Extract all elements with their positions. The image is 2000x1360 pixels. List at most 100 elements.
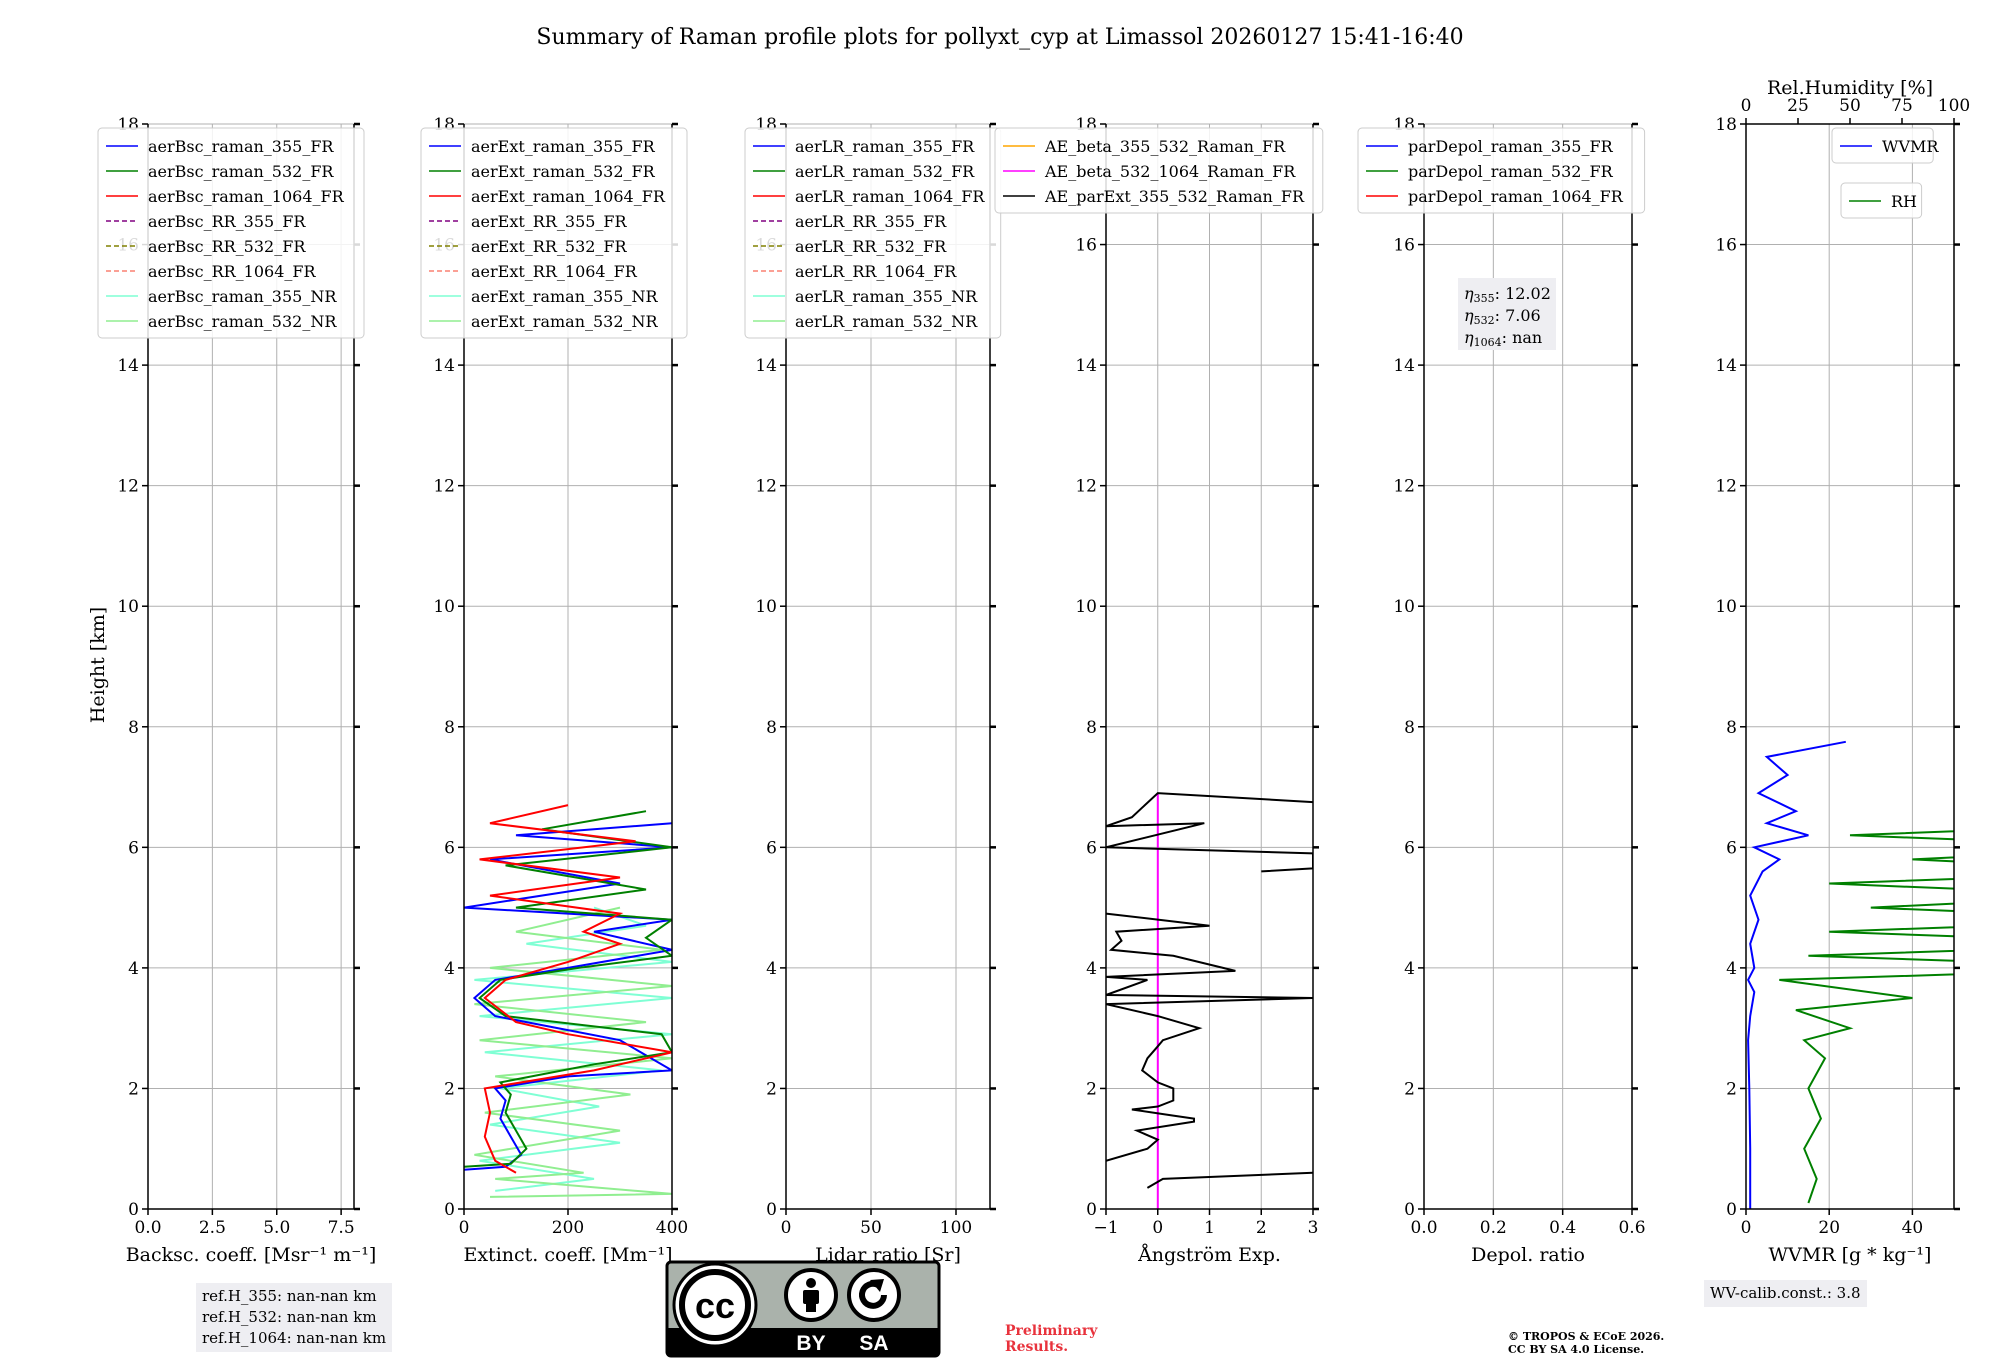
eta-number: : nan [1502, 328, 1543, 347]
legend-frame [97, 127, 365, 339]
y-tick-label: 10 [433, 597, 455, 617]
series-aerExt_raman_532_FR [464, 810, 672, 1168]
eta-symbol: η [1464, 328, 1474, 347]
x-tick-label: 7.5 [328, 1218, 355, 1238]
wv-calib-value: WV-calib.const.: 3.8 [1710, 1284, 1861, 1302]
ref-h-1064: ref.H_1064: nan-nan km [202, 1329, 387, 1347]
y-tick-label: 16 [1715, 236, 1737, 256]
x-tick-label: 5.0 [263, 1218, 290, 1238]
y-tick-label: 14 [1715, 356, 1737, 376]
y-tick-label: 8 [766, 718, 777, 738]
y-tick-label: 8 [444, 718, 455, 738]
x-tick-label: 0.4 [1549, 1218, 1576, 1238]
y-axis-label: Height [km] [87, 607, 109, 723]
y-tick-label: 12 [755, 477, 777, 497]
y-tick-label: 14 [1393, 356, 1415, 376]
legend-entry: AE_parExt_355_532_Raman_FR [1044, 187, 1305, 206]
y-tick-label: 0 [1086, 1200, 1097, 1220]
y-tick-label: 18 [1715, 115, 1737, 135]
x-tick-label: 200 [552, 1218, 584, 1238]
legend-rh: RH [1840, 182, 1923, 219]
y-tick-label: 4 [444, 959, 455, 979]
y-tick-label: 2 [128, 1079, 139, 1099]
y-tick-label: 14 [755, 356, 777, 376]
x-tick-label: −1 [1093, 1218, 1118, 1238]
by-person-icon [803, 1278, 819, 1312]
x-tick-label: 1 [1204, 1218, 1215, 1238]
y-tick-label: 6 [1726, 838, 1737, 858]
y-tick-label: 14 [433, 356, 455, 376]
cc-license-badge[interactable]: cc BY SA [665, 1260, 941, 1358]
x-axis-label: WVMR [g * kg⁻¹] [1769, 1244, 1932, 1266]
y-tick-label: 4 [128, 959, 139, 979]
eta-subscript: 355 [1474, 292, 1495, 305]
x-tick-label: 0.0 [1410, 1218, 1437, 1238]
top-tick-label: 0 [1741, 96, 1752, 116]
legend-entry: aerExt_raman_532_FR [471, 162, 656, 181]
eta-value: η532: 7.06 [1464, 306, 1541, 327]
legend-entry: aerExt_raman_355_NR [471, 287, 659, 306]
ref-h-355: ref.H_355: nan-nan km [202, 1287, 377, 1305]
legend: aerLR_raman_355_FR aerLR_raman_532_FR aerL… [744, 127, 1002, 339]
preliminary-note: Preliminary Results. [1005, 1323, 1097, 1355]
y-tick-label: 10 [1393, 597, 1415, 617]
y-tick-label: 6 [1404, 838, 1415, 858]
y-tick-label: 12 [433, 477, 455, 497]
legend-frame [1357, 127, 1646, 214]
y-tick-label: 10 [755, 597, 777, 617]
legend-entry: aerLR_RR_1064_FR [795, 262, 957, 281]
legend-entry: aerBsc_raman_532_NR [148, 312, 337, 331]
legend-entry: aerBsc_raman_1064_FR [148, 187, 345, 206]
cc-icon: cc [695, 1285, 735, 1326]
y-tick-label: 0 [1404, 1200, 1415, 1220]
legend-entry: aerLR_raman_1064_FR [795, 187, 985, 206]
y-tick-label: 2 [1404, 1079, 1415, 1099]
eta-number: : 12.02 [1495, 284, 1551, 303]
y-tick-label: 4 [766, 959, 777, 979]
legend-entry: parDepol_raman_532_FR [1408, 162, 1614, 181]
top-tick-label: 25 [1787, 96, 1809, 116]
x-tick-label: 50 [860, 1218, 882, 1238]
legend-entry: aerLR_raman_355_FR [795, 137, 975, 156]
x-tick-label: 0.2 [1480, 1218, 1507, 1238]
legend-frame [994, 127, 1324, 214]
y-tick-label: 2 [444, 1079, 455, 1099]
y-tick-label: 6 [128, 838, 139, 858]
top-axis-label: Rel.Humidity [%] [1767, 77, 1933, 99]
series-WVMR [1746, 740, 1846, 1209]
ref-h-532: ref.H_532: nan-nan km [202, 1308, 377, 1326]
x-tick-label: 400 [656, 1218, 688, 1238]
legend-entry: aerExt_raman_1064_FR [471, 187, 666, 206]
y-tick-label: 10 [1075, 597, 1097, 617]
legend-entry: aerExt_RR_355_FR [471, 212, 628, 231]
legend-entry: aerLR_raman_532_NR [795, 312, 978, 331]
legend-entry: parDepol_raman_1064_FR [1408, 187, 1624, 206]
x-tick-label: 0.6 [1618, 1218, 1645, 1238]
y-tick-label: 6 [1086, 838, 1097, 858]
top-tick-label: 100 [1938, 96, 1970, 116]
wv-calib-box: WV-calib.const.: 3.8 [1704, 1280, 1867, 1307]
copyright-line-1: © TROPOS & ECoE 2026. [1508, 1330, 1665, 1343]
x-axis-label: Ångström Exp. [1137, 1244, 1281, 1266]
series-aerExt_raman_355_NR [474, 906, 672, 1192]
eta-value: η355: 12.02 [1464, 284, 1551, 305]
x-tick-label: 100 [940, 1218, 972, 1238]
series-aerExt_raman_1064_FR [479, 804, 672, 1174]
by-label: BY [796, 1332, 825, 1355]
legend-entry: AE_beta_355_532_Raman_FR [1044, 137, 1286, 156]
legend-frame [420, 127, 688, 339]
y-tick-label: 10 [117, 597, 139, 617]
y-tick-label: 2 [766, 1079, 777, 1099]
legend-frame [1840, 182, 1923, 219]
eta-subscript: 1064 [1474, 336, 1502, 349]
x-tick-label: 0 [459, 1218, 470, 1238]
y-tick-label: 4 [1086, 959, 1097, 979]
legend-entry: aerExt_raman_532_NR [471, 312, 659, 331]
legend-entry: aerLR_raman_355_NR [795, 287, 978, 306]
series-aerExt_raman_355_FR [464, 822, 672, 1171]
series-AE_parExt_355_532_Raman_FR [1146, 1171, 1313, 1189]
x-tick-label: 3 [1308, 1218, 1319, 1238]
legend: WVMR [1831, 127, 1939, 164]
